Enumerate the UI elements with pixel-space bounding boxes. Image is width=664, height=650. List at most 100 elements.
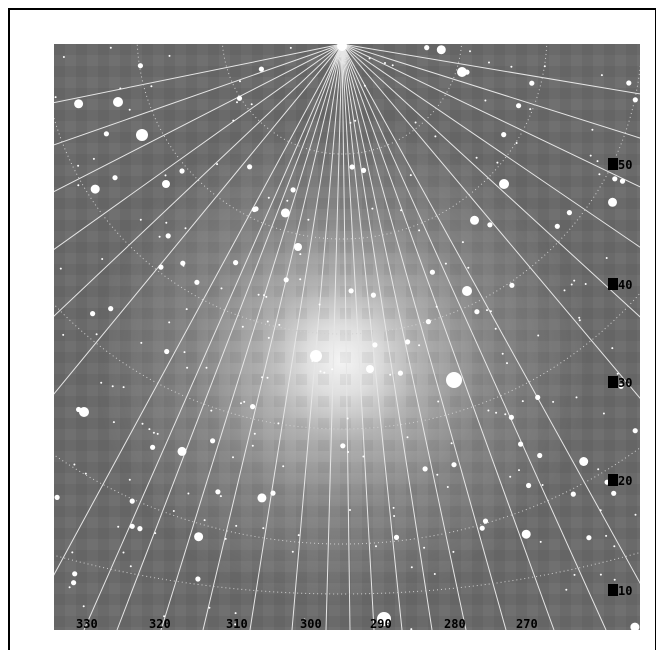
meridian-line [54, 44, 343, 104]
star [277, 422, 280, 425]
star [261, 376, 264, 379]
altitude-scale: 50 40 30 20 10 [608, 158, 632, 598]
altitude-label: 20 [618, 474, 632, 488]
star [179, 168, 185, 174]
star [384, 62, 386, 64]
star [180, 260, 186, 266]
bright-star [462, 286, 472, 296]
star [474, 309, 480, 315]
star [494, 327, 497, 330]
sky-chart[interactable]: 50 40 30 20 10 330 320 310 300 290 280 270 [54, 44, 640, 630]
star [362, 455, 365, 458]
star [354, 119, 357, 122]
star [117, 525, 120, 528]
star [461, 241, 464, 244]
star [267, 196, 270, 199]
map-frame [8, 8, 656, 650]
star [570, 283, 573, 286]
star [435, 305, 438, 308]
star [108, 306, 114, 312]
bright-star [136, 129, 148, 141]
star [141, 422, 144, 425]
bright-star [90, 184, 100, 194]
star [247, 164, 253, 170]
zenith-marker [337, 44, 347, 51]
star [152, 431, 155, 434]
star [253, 432, 256, 435]
star [518, 441, 524, 447]
star [526, 482, 532, 489]
star [602, 412, 605, 415]
star [111, 385, 114, 388]
star [368, 57, 371, 60]
star [634, 513, 637, 516]
star [234, 623, 237, 626]
star [434, 135, 437, 138]
altitude-label: 10 [618, 584, 632, 598]
star [278, 323, 281, 326]
star [578, 316, 581, 319]
star [203, 519, 206, 522]
star [289, 46, 292, 49]
bright-star [377, 612, 391, 626]
star [101, 258, 104, 260]
star [552, 400, 555, 403]
star [612, 176, 618, 182]
bright-star [113, 97, 123, 107]
star [150, 444, 156, 450]
star [282, 465, 285, 468]
star [54, 494, 60, 500]
star [77, 184, 80, 187]
star [148, 428, 151, 431]
star [613, 545, 616, 548]
star [495, 411, 498, 414]
star [163, 615, 166, 618]
star [140, 341, 143, 344]
star [391, 64, 394, 67]
altitude-label: 50 [618, 158, 632, 172]
star [423, 546, 426, 549]
azimuth-label: 300 [300, 617, 322, 630]
star [563, 289, 566, 292]
star [109, 46, 112, 49]
star [509, 282, 515, 288]
azimuth-label: 280 [444, 617, 466, 630]
star [418, 229, 421, 232]
bright-star [499, 179, 509, 189]
bright-star [457, 67, 467, 77]
meridian-line [341, 44, 607, 630]
star [573, 573, 576, 576]
star [62, 333, 65, 336]
meridian-line [341, 44, 640, 95]
star [605, 534, 608, 537]
star [482, 518, 489, 524]
star [232, 456, 234, 459]
star [139, 218, 142, 221]
star [349, 509, 351, 511]
star [422, 466, 428, 472]
star [250, 103, 253, 106]
star [150, 85, 153, 88]
star [437, 400, 440, 403]
star [103, 131, 109, 137]
star [543, 65, 546, 68]
star [210, 409, 213, 412]
bright-star [74, 99, 84, 109]
meridian-line [291, 44, 343, 630]
azimuth-label: 330 [76, 617, 98, 630]
star [129, 565, 132, 568]
star [241, 325, 244, 328]
star-field [54, 45, 640, 630]
star [429, 269, 435, 275]
star [586, 535, 592, 541]
azimuth-label: 290 [370, 617, 392, 630]
star [537, 452, 543, 459]
star [488, 61, 490, 64]
star [158, 235, 161, 238]
star [236, 101, 238, 104]
star [539, 540, 542, 543]
star [596, 160, 599, 163]
star [484, 99, 487, 102]
star [433, 573, 436, 575]
bright-star [162, 180, 170, 188]
